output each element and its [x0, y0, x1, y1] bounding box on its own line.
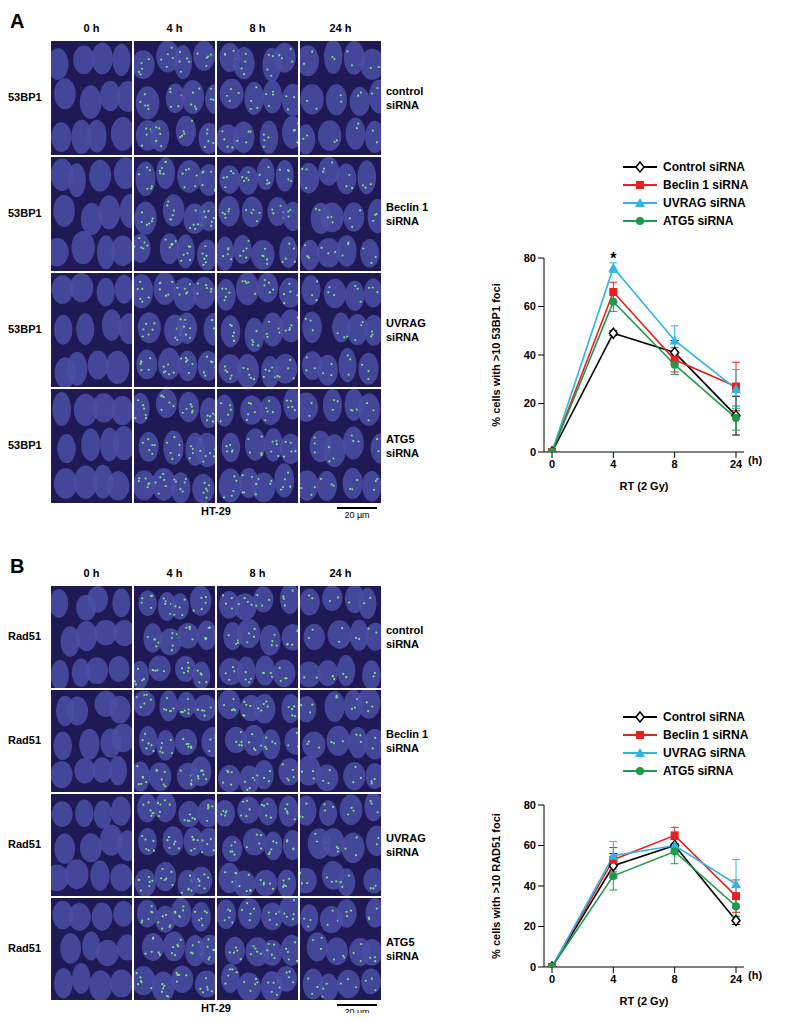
svg-text:40: 40 [524, 349, 536, 361]
html-text:B: B [10, 555, 25, 577]
svg-text:8: 8 [672, 973, 678, 985]
svg-text:RT (2 Gy): RT (2 Gy) [620, 480, 669, 492]
html-text:0 h: 0 h [83, 22, 100, 34]
html-text:Beclin 1 siRNA: Beclin 1 siRNA [663, 178, 749, 192]
svg-text:*: * [610, 250, 617, 267]
html-text:Control siRNA: Control siRNA [663, 160, 745, 174]
svg-text:4: 4 [610, 458, 617, 470]
svg-text:60: 60 [524, 300, 536, 312]
html-text:ATG5 siRNA: ATG5 siRNA [663, 214, 734, 228]
html-text:Control siRNA: Control siRNA [663, 710, 745, 724]
html-text:Beclin 1 siRNA: Beclin 1 siRNA [663, 728, 749, 742]
html-text:20 µm: 20 µm [344, 510, 370, 520]
html-text:(h): (h) [748, 969, 762, 981]
html-text:Beclin 1 siRNA: Beclin 1 siRNA [386, 201, 429, 227]
html-text:20 µm: 20 µm [344, 1007, 370, 1017]
html-text:Rad51: Rad51 [8, 630, 41, 642]
html-text:HT-29: HT-29 [201, 505, 231, 517]
svg-text:24: 24 [730, 458, 743, 470]
html-text:Rad51: Rad51 [8, 942, 41, 954]
html-text:ATG5 siRNA: ATG5 siRNA [386, 433, 419, 459]
html-text:UVRAG siRNA: UVRAG siRNA [663, 196, 746, 210]
html-text:53BP1: 53BP1 [8, 91, 42, 103]
html-text:53BP1: 53BP1 [8, 439, 42, 451]
svg-text:% cells with >10 RAD51 foci: % cells with >10 RAD51 foci [490, 813, 502, 959]
html-text:Beclin 1 siRNA: Beclin 1 siRNA [386, 728, 429, 754]
html-text:ATG5 siRNA: ATG5 siRNA [663, 764, 734, 778]
svg-text:8: 8 [672, 458, 678, 470]
html-text:ATG5 siRNA: ATG5 siRNA [386, 936, 419, 962]
html-text:control siRNA: control siRNA [386, 85, 424, 111]
svg-text:80: 80 [524, 799, 536, 811]
html-text:UVRAG siRNA: UVRAG siRNA [386, 317, 426, 343]
html-text:4 h: 4 h [166, 567, 183, 579]
svg-text:% cells with >10 53BP1 foci: % cells with >10 53BP1 foci [490, 283, 502, 426]
svg-text:20: 20 [524, 397, 536, 409]
html-text:53BP1: 53BP1 [8, 207, 42, 219]
html-text:(h): (h) [748, 454, 762, 466]
html-text:0 h: 0 h [83, 567, 100, 579]
html-text:Rad51: Rad51 [8, 734, 41, 746]
html-text:UVRAG siRNA: UVRAG siRNA [663, 746, 746, 760]
svg-text:0: 0 [530, 961, 536, 973]
html-text:4 h: 4 h [166, 22, 183, 34]
html-text:24 h: 24 h [329, 567, 352, 579]
html-text:Rad51: Rad51 [8, 838, 41, 850]
html-text:8 h: 8 h [249, 567, 266, 579]
svg-text:40: 40 [524, 880, 536, 892]
html-text:control siRNA: control siRNA [386, 624, 424, 650]
html-text:24 h: 24 h [329, 22, 352, 34]
svg-text:24: 24 [730, 973, 743, 985]
svg-text:0: 0 [549, 973, 555, 985]
html-text:53BP1: 53BP1 [8, 323, 42, 335]
html-text:8 h: 8 h [249, 22, 266, 34]
svg-text:60: 60 [524, 839, 536, 851]
html-text:HT-29: HT-29 [201, 1002, 231, 1014]
svg-text:4: 4 [610, 973, 617, 985]
svg-text:0: 0 [530, 446, 536, 458]
svg-text:20: 20 [524, 920, 536, 932]
svg-text:80: 80 [524, 252, 536, 264]
svg-text:RT (2 Gy): RT (2 Gy) [620, 995, 669, 1007]
html-text:A: A [10, 10, 25, 32]
html-text:UVRAG siRNA: UVRAG siRNA [386, 832, 426, 858]
svg-text:0: 0 [549, 458, 555, 470]
